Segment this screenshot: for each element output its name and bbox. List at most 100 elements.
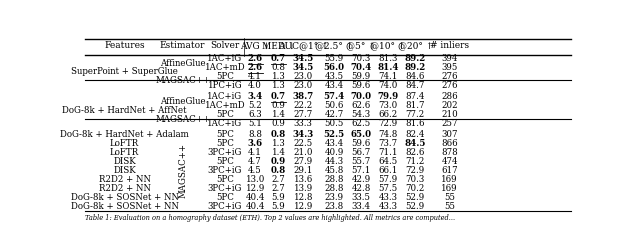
Text: 210: 210 [441, 110, 458, 119]
Text: 13.9: 13.9 [294, 184, 313, 193]
Text: 202: 202 [441, 101, 458, 110]
Text: 5PC: 5PC [216, 175, 234, 184]
Text: 64.5: 64.5 [378, 157, 397, 166]
Text: 0.9: 0.9 [271, 119, 285, 128]
Text: 5PC: 5PC [216, 157, 234, 166]
Text: 79.9: 79.9 [378, 92, 399, 101]
Text: 5PC: 5PC [216, 110, 234, 119]
Text: DoG-8k + HardNet + AffNet: DoG-8k + HardNet + AffNet [62, 106, 187, 114]
Text: 57.5: 57.5 [378, 184, 397, 193]
Text: 1AC+iG: 1AC+iG [207, 54, 243, 63]
Text: 55: 55 [444, 202, 455, 211]
Text: 12.8: 12.8 [294, 193, 313, 202]
Text: 43.4: 43.4 [324, 139, 344, 148]
Text: 81.4: 81.4 [377, 63, 399, 72]
Text: 0.7: 0.7 [271, 92, 286, 101]
Text: 72.9: 72.9 [406, 166, 425, 175]
Text: 0.7: 0.7 [271, 54, 286, 63]
Text: 286: 286 [441, 92, 458, 101]
Text: 33.3: 33.3 [294, 119, 312, 128]
Text: 34.5: 34.5 [292, 63, 314, 72]
Text: 74.0: 74.0 [378, 81, 397, 90]
Text: 276: 276 [441, 72, 458, 81]
Text: 43.4: 43.4 [324, 81, 344, 90]
Text: @20° ↑: @20° ↑ [397, 42, 433, 50]
Text: 2.6: 2.6 [248, 63, 262, 72]
Text: 0.8: 0.8 [271, 130, 286, 139]
Text: 52.9: 52.9 [406, 193, 425, 202]
Text: 5PC: 5PC [216, 139, 234, 148]
Text: 4.1: 4.1 [248, 72, 262, 81]
Text: 74.8: 74.8 [378, 130, 397, 139]
Text: 62.5: 62.5 [351, 119, 371, 128]
Text: 0.9: 0.9 [271, 157, 286, 166]
Text: 40.9: 40.9 [324, 148, 344, 157]
Text: 169: 169 [441, 175, 458, 184]
Text: AffineGlue: AffineGlue [160, 97, 205, 106]
Text: # inliers: # inliers [430, 42, 469, 50]
Text: 29.1: 29.1 [294, 166, 313, 175]
Text: 5.9: 5.9 [271, 202, 285, 211]
Text: @10° ↑: @10° ↑ [371, 42, 406, 50]
Text: 0.8: 0.8 [271, 63, 285, 72]
Text: 89.2: 89.2 [404, 54, 426, 63]
Text: 395: 395 [442, 63, 458, 72]
Text: 257: 257 [441, 119, 458, 128]
Text: 55.7: 55.7 [351, 157, 371, 166]
Text: 28.8: 28.8 [324, 184, 344, 193]
Text: 4.5: 4.5 [248, 166, 262, 175]
Text: 3PC+iG: 3PC+iG [207, 202, 242, 211]
Text: DoG-8k + SOSNet + NN: DoG-8k + SOSNet + NN [70, 193, 179, 202]
Text: 0.8: 0.8 [271, 166, 286, 175]
Text: 1AC+iG: 1AC+iG [207, 119, 243, 128]
Text: SuperPoint + SuperGlue: SuperPoint + SuperGlue [71, 68, 178, 76]
Text: 23.9: 23.9 [324, 193, 344, 202]
Text: 23.0: 23.0 [294, 81, 313, 90]
Text: @5° ↑: @5° ↑ [346, 42, 376, 50]
Text: 23.0: 23.0 [294, 72, 313, 81]
Text: 617: 617 [441, 166, 458, 175]
Text: 56.0: 56.0 [323, 63, 344, 72]
Text: 57.4: 57.4 [323, 92, 344, 101]
Text: 84.6: 84.6 [406, 72, 425, 81]
Text: 1AC+mD: 1AC+mD [205, 63, 245, 72]
Text: 5PC: 5PC [216, 130, 234, 139]
Text: 169: 169 [441, 184, 458, 193]
Text: 878: 878 [441, 148, 458, 157]
Text: 70.2: 70.2 [406, 184, 425, 193]
Text: 866: 866 [441, 139, 458, 148]
Text: 1PC+iG: 1PC+iG [207, 81, 242, 90]
Text: 0.9: 0.9 [271, 101, 285, 110]
Text: 27.9: 27.9 [294, 157, 313, 166]
Text: MAGSAC++: MAGSAC++ [155, 76, 210, 86]
Text: 57.1: 57.1 [351, 166, 371, 175]
Text: 38.7: 38.7 [292, 92, 314, 101]
Text: 6.3: 6.3 [248, 110, 262, 119]
Text: 59.6: 59.6 [351, 81, 371, 90]
Text: 59.6: 59.6 [351, 139, 371, 148]
Text: Features: Features [104, 42, 145, 50]
Text: LoFTR: LoFTR [110, 148, 140, 157]
Text: 43.5: 43.5 [324, 72, 344, 81]
Text: 28.8: 28.8 [324, 175, 344, 184]
Text: MAGSAC++: MAGSAC++ [178, 143, 187, 198]
Text: Solver: Solver [210, 42, 239, 50]
Text: 13.0: 13.0 [245, 175, 265, 184]
Text: 66.1: 66.1 [378, 166, 397, 175]
Text: 84.7: 84.7 [406, 81, 425, 90]
Text: 62.6: 62.6 [351, 101, 371, 110]
Text: 81.3: 81.3 [378, 54, 397, 63]
Text: 2.6: 2.6 [248, 54, 262, 63]
Text: 84.5: 84.5 [404, 139, 426, 148]
Text: 44.3: 44.3 [324, 157, 344, 166]
Text: DISK: DISK [113, 157, 136, 166]
Text: 71.2: 71.2 [406, 157, 425, 166]
Text: 42.8: 42.8 [351, 184, 371, 193]
Text: 1.4: 1.4 [271, 110, 285, 119]
Text: 33.5: 33.5 [352, 193, 371, 202]
Text: MAGSAC++: MAGSAC++ [155, 114, 210, 124]
Text: 1.4: 1.4 [271, 148, 285, 157]
Text: 55: 55 [444, 193, 455, 202]
Text: 23.8: 23.8 [324, 202, 344, 211]
Text: 65.0: 65.0 [351, 130, 372, 139]
